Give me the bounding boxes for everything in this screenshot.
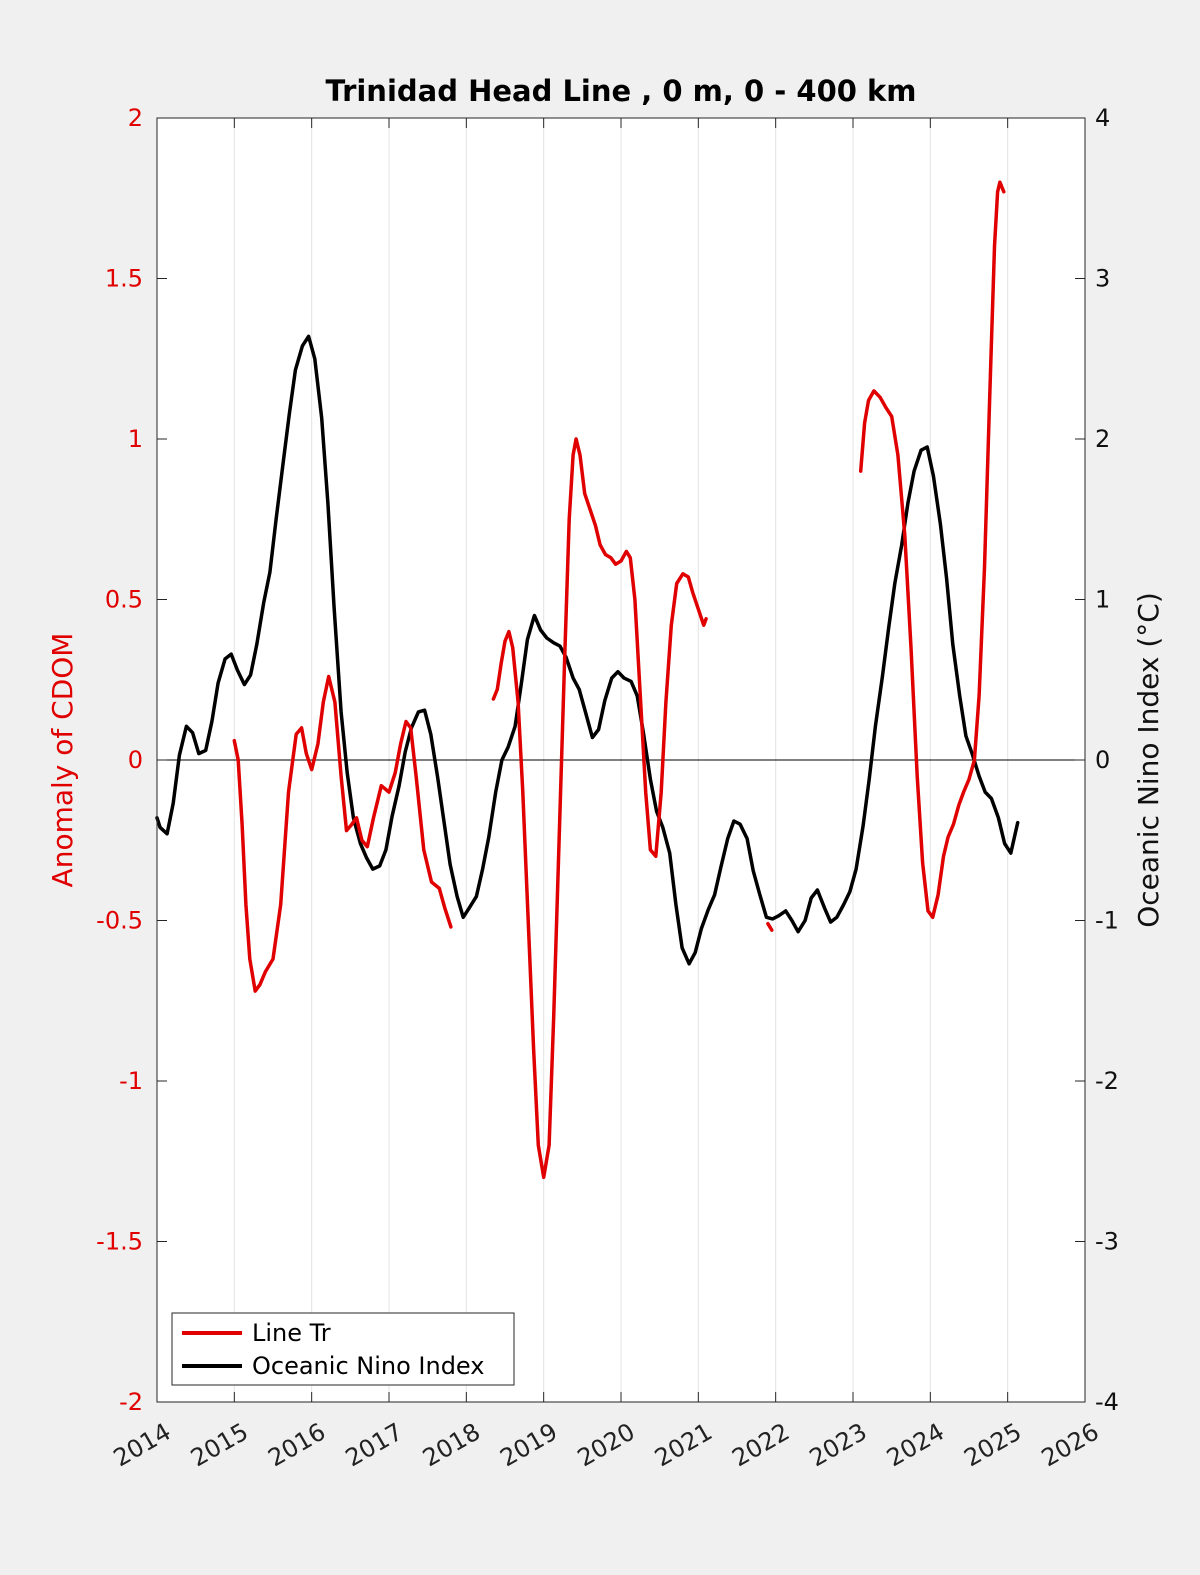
- y-right-tick-label-0: 0: [1095, 746, 1110, 774]
- y-left-tick-label-1: 1: [128, 425, 143, 453]
- axis-ticks: [156, 117, 1086, 1403]
- y-right-tick-label-2: 2: [1095, 425, 1110, 453]
- y-right-tick-label-3: 3: [1095, 265, 1110, 293]
- cdom-series-line-segment-3: [858, 180, 1006, 920]
- oni-series-line-segment-0: [155, 334, 1020, 966]
- y-left-tick-label--0.5: -0.5: [96, 907, 143, 935]
- y-axis-label-right: Oceanic Nino Index (°C): [1132, 592, 1165, 928]
- y-right-tick-label--3: -3: [1095, 1228, 1119, 1256]
- y-left-tick-label-2: 2: [128, 104, 143, 132]
- y-right-tick-label-4: 4: [1095, 104, 1110, 132]
- legend-label-oni: Oceanic Nino Index: [252, 1352, 484, 1380]
- y-axis-label-left: Anomaly of CDOM: [46, 633, 79, 888]
- cdom-series-line-segment-1: [491, 437, 708, 1180]
- y-left-tick-label-0: 0: [128, 746, 143, 774]
- y-left-tick-label--1.5: -1.5: [96, 1228, 143, 1256]
- y-left-tick-label-0.5: 0.5: [105, 586, 143, 614]
- y-left-tick-label-1.5: 1.5: [105, 265, 143, 293]
- y-right-tick-label-1: 1: [1095, 586, 1110, 614]
- chart-title: Trinidad Head Line , 0 m, 0 - 400 km: [325, 74, 916, 108]
- y-left-tick-label--1: -1: [119, 1067, 143, 1095]
- cdom-series-line-segment-2: [766, 921, 774, 932]
- legend: Line Tr Oceanic Nino Index: [171, 1312, 515, 1386]
- legend-label-line-tr: Line Tr: [252, 1319, 331, 1347]
- legend-box: [171, 1312, 515, 1386]
- cdom-series-line-segment-0: [232, 674, 453, 993]
- y-right-tick-label--2: -2: [1095, 1067, 1119, 1095]
- y-right-tick-label--4: -4: [1095, 1388, 1119, 1416]
- y-right-tick-label--1: -1: [1095, 907, 1119, 935]
- series-layer: [155, 180, 1020, 1180]
- y-left-tick-label--2: -2: [119, 1388, 143, 1416]
